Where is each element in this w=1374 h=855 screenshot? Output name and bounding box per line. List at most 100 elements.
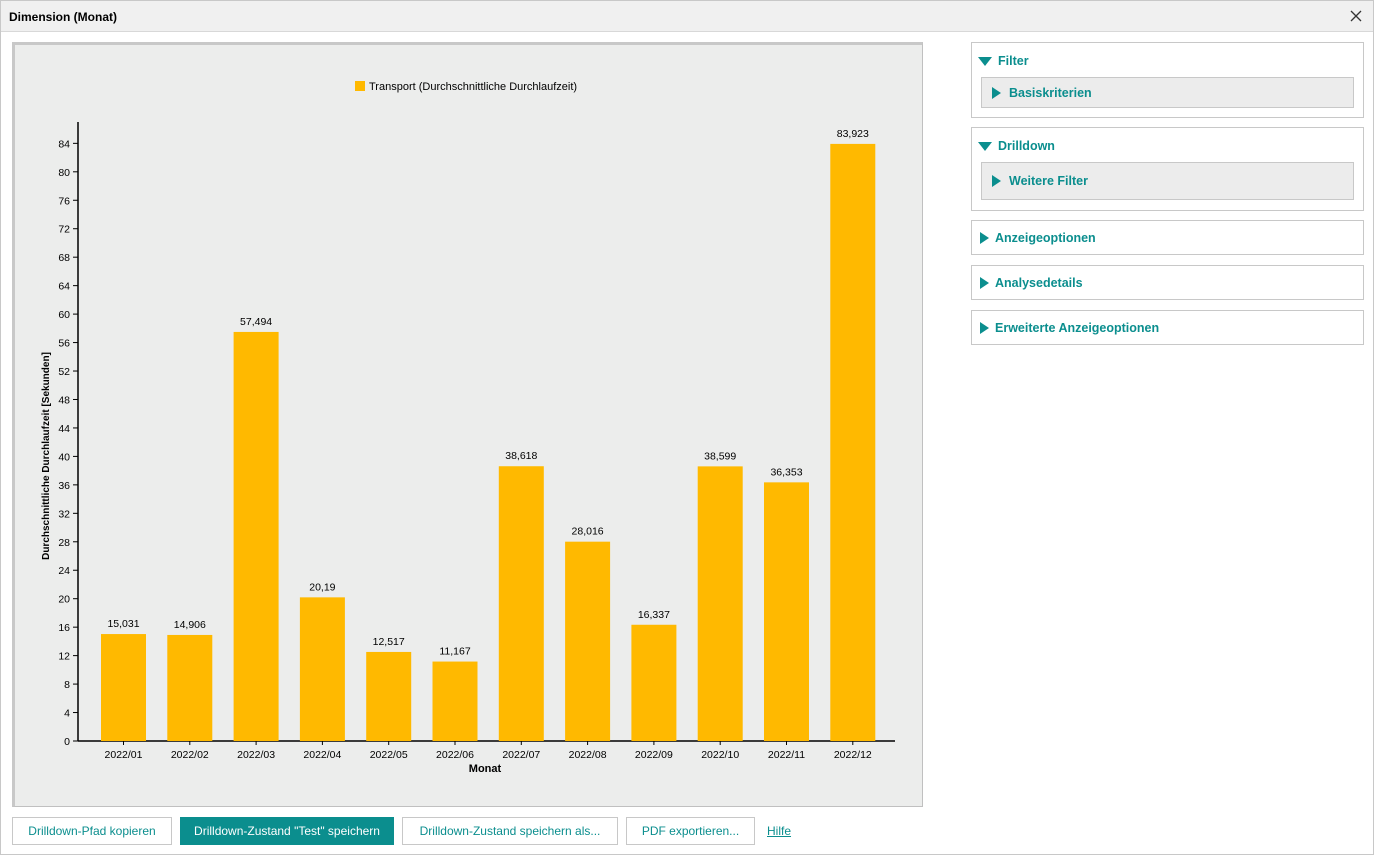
x-axis: 2022/01 2022/02 2022/03 2022/04 2022/05 2022/… xyxy=(78,740,895,761)
basiskriterien-section[interactable]: Basiskriterien xyxy=(981,77,1354,108)
bar xyxy=(631,624,677,741)
x-tick-label: 2022/04 xyxy=(303,749,341,761)
bar-value-label: 28,016 xyxy=(572,526,604,538)
title-bar: Dimension (Monat) xyxy=(1,1,1373,32)
export-pdf-button[interactable]: PDF exportieren... xyxy=(626,817,755,845)
triangle-right-icon xyxy=(980,232,989,244)
x-tick-label: 2022/11 xyxy=(768,749,805,761)
analysedetails-header[interactable]: Analysedetails xyxy=(978,275,1083,291)
y-tick-label: 72 xyxy=(58,224,70,236)
y-tick-label: 56 xyxy=(58,338,70,350)
save-drilldown-state-as-button[interactable]: Drilldown-Zustand speichern als... xyxy=(402,817,618,845)
bar-value-label: 36,353 xyxy=(770,466,802,478)
analysedetails-label: Analysedetails xyxy=(995,276,1083,290)
y-tick-label: 44 xyxy=(58,423,70,435)
x-tick-label: 2022/05 xyxy=(370,749,408,761)
y-tick-label: 52 xyxy=(58,366,70,378)
y-tick-label: 24 xyxy=(58,565,70,577)
y-tick-label: 16 xyxy=(58,622,70,634)
legend-swatch xyxy=(355,81,365,91)
y-tick-label: 40 xyxy=(58,451,70,463)
bar-value-label: 57,494 xyxy=(240,316,272,328)
triangle-right-icon xyxy=(980,322,989,334)
bar xyxy=(697,466,743,741)
bar xyxy=(366,651,412,741)
bar-value-label: 14,906 xyxy=(174,619,206,631)
x-tick-label: 2022/01 xyxy=(105,749,143,761)
y-tick-label: 20 xyxy=(58,594,70,606)
x-tick-label: 2022/10 xyxy=(701,749,739,761)
y-axis: 0481216202428323640444852566064687276808… xyxy=(58,122,79,748)
erweiterte-anzeigeoptionen-panel[interactable]: Erweiterte Anzeigeoptionen xyxy=(971,310,1364,345)
anzeigeoptionen-header[interactable]: Anzeigeoptionen xyxy=(978,230,1096,246)
erweiterte-anzeigeoptionen-label: Erweiterte Anzeigeoptionen xyxy=(995,321,1160,335)
triangle-right-icon xyxy=(992,87,1001,99)
y-tick-label: 12 xyxy=(58,651,70,663)
filter-panel-label: Filter xyxy=(998,54,1029,68)
weitere-filter-section[interactable]: Weitere Filter xyxy=(981,162,1354,200)
bar xyxy=(167,634,213,741)
drilldown-panel: Drilldown Weitere Filter xyxy=(971,127,1364,211)
basiskriterien-label: Basiskriterien xyxy=(1009,86,1092,100)
anzeigeoptionen-panel[interactable]: Anzeigeoptionen xyxy=(971,220,1364,255)
triangle-down-icon xyxy=(978,56,992,66)
y-tick-label: 28 xyxy=(58,537,70,549)
copy-drilldown-path-button[interactable]: Drilldown-Pfad kopieren xyxy=(12,817,172,845)
x-tick-label: 2022/03 xyxy=(237,749,275,761)
window-title: Dimension (Monat) xyxy=(9,10,117,24)
y-tick-label: 32 xyxy=(58,508,70,520)
filter-panel: Filter Basiskriterien xyxy=(971,42,1364,118)
bar xyxy=(498,466,544,741)
bar-value-label: 15,031 xyxy=(107,618,139,630)
bar xyxy=(233,331,279,741)
y-tick-label: 84 xyxy=(58,138,70,150)
x-tick-label: 2022/06 xyxy=(436,749,474,761)
x-axis-title: Monat xyxy=(469,763,502,775)
chart-area: Transport (Durchschnittliche Durchlaufze… xyxy=(12,42,923,807)
chart-legend: Transport (Durchschnittliche Durchlaufze… xyxy=(355,81,577,93)
x-tick-label: 2022/12 xyxy=(834,749,872,761)
help-link[interactable]: Hilfe xyxy=(767,824,792,838)
y-tick-label: 64 xyxy=(58,281,70,293)
bar xyxy=(565,541,611,741)
y-tick-label: 76 xyxy=(58,195,70,207)
bars: 15,031 14,906 57,494 20,19 12,517 11,167 38,61… xyxy=(101,128,876,741)
bar xyxy=(764,482,809,741)
drilldown-panel-label: Drilldown xyxy=(998,139,1055,153)
y-tick-label: 36 xyxy=(58,480,70,492)
triangle-down-icon xyxy=(978,141,992,151)
drilldown-panel-header[interactable]: Drilldown xyxy=(978,138,1055,154)
bar-value-label: 16,337 xyxy=(638,609,670,621)
close-icon[interactable] xyxy=(1347,7,1365,25)
triangle-right-icon xyxy=(980,277,989,289)
bar-value-label: 12,517 xyxy=(373,636,405,648)
bar xyxy=(101,634,146,741)
y-tick-label: 60 xyxy=(58,309,70,321)
bar-value-label: 83,923 xyxy=(837,128,869,140)
y-tick-label: 4 xyxy=(64,708,70,720)
bar-value-label: 20,19 xyxy=(309,581,335,593)
y-tick-label: 48 xyxy=(58,394,70,406)
y-tick-label: 80 xyxy=(58,167,70,179)
bar xyxy=(299,597,345,741)
weitere-filter-label: Weitere Filter xyxy=(1009,174,1088,188)
analysedetails-panel[interactable]: Analysedetails xyxy=(971,265,1364,300)
save-drilldown-state-button[interactable]: Drilldown-Zustand "Test" speichern xyxy=(180,817,394,845)
legend-label: Transport (Durchschnittliche Durchlaufze… xyxy=(369,81,577,93)
bar-value-label: 38,618 xyxy=(505,450,537,462)
bar xyxy=(830,143,876,741)
filter-panel-header[interactable]: Filter xyxy=(978,53,1029,69)
anzeigeoptionen-label: Anzeigeoptionen xyxy=(995,231,1096,245)
y-axis-title: Durchschnittliche Durchlaufzeit [Sekunde… xyxy=(41,352,52,560)
x-tick-label: 2022/09 xyxy=(635,749,673,761)
y-tick-label: 68 xyxy=(58,252,70,264)
basiskriterien-header[interactable]: Basiskriterien xyxy=(990,85,1092,101)
weitere-filter-header[interactable]: Weitere Filter xyxy=(990,173,1088,189)
y-tick-label: 0 xyxy=(64,736,70,748)
y-tick-label: 8 xyxy=(64,679,70,691)
bar-value-label: 38,599 xyxy=(704,450,736,462)
erweiterte-anzeigeoptionen-header[interactable]: Erweiterte Anzeigeoptionen xyxy=(978,320,1159,336)
x-tick-label: 2022/02 xyxy=(171,749,209,761)
triangle-right-icon xyxy=(992,175,1001,187)
